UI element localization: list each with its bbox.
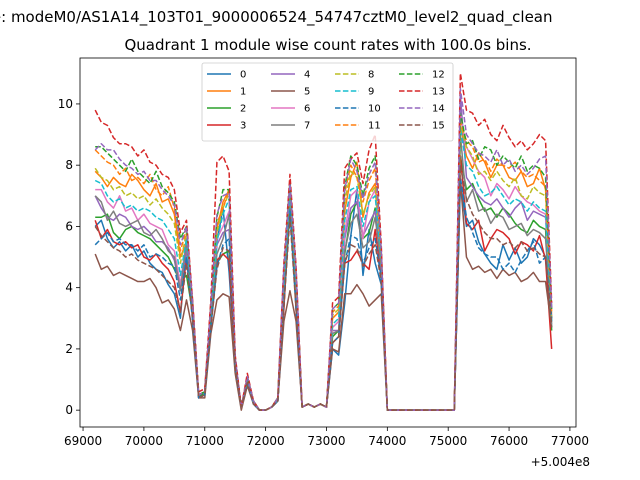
x-tick-label: 77000 bbox=[551, 434, 589, 448]
legend-label-2: 2 bbox=[240, 104, 246, 115]
y-tick-label: 4 bbox=[65, 281, 73, 295]
plot-frame bbox=[79, 57, 577, 428]
legend-label-12: 12 bbox=[432, 70, 445, 81]
y-tick-label: 8 bbox=[65, 158, 73, 172]
y-tick-label: 2 bbox=[65, 342, 73, 356]
series-line-10 bbox=[94, 176, 553, 411]
axes: 69000 70000 71000 72000 73000 74000 75000 76000… bbox=[58, 57, 589, 448]
x-tick-label: 70000 bbox=[125, 434, 163, 448]
x-tick-label: 71000 bbox=[186, 434, 224, 448]
legend-label-0: 0 bbox=[240, 70, 246, 81]
x-tick-label: 75000 bbox=[429, 434, 467, 448]
legend-box bbox=[201, 62, 454, 142]
y-tick-label: 10 bbox=[58, 97, 73, 111]
legend-label-11: 11 bbox=[368, 121, 381, 132]
legend-label-5: 5 bbox=[304, 87, 310, 98]
series-layer bbox=[94, 72, 553, 411]
y-tick-label: 6 bbox=[65, 219, 73, 233]
legend-label-8: 8 bbox=[368, 70, 374, 81]
x-tick-label: 76000 bbox=[490, 434, 528, 448]
legend-label-7: 7 bbox=[304, 121, 310, 132]
y-tick-label: 0 bbox=[65, 403, 73, 417]
x-tick-label: 72000 bbox=[247, 434, 285, 448]
legend-label-3: 3 bbox=[240, 121, 246, 132]
series-line-15 bbox=[94, 164, 553, 411]
legend-label-15: 15 bbox=[432, 121, 445, 132]
x-tick-label: 69000 bbox=[64, 434, 102, 448]
legend-label-13: 13 bbox=[432, 87, 445, 98]
x-tick-label: 74000 bbox=[368, 434, 406, 448]
series-line-13 bbox=[94, 72, 553, 411]
legend-label-9: 9 bbox=[368, 87, 374, 98]
chart-title: Quadrant 1 module wise count rates with … bbox=[124, 36, 531, 54]
series-line-9 bbox=[94, 127, 553, 411]
x-tick-label: 73000 bbox=[307, 434, 345, 448]
legend-label-14: 14 bbox=[432, 104, 445, 115]
legend-label-6: 6 bbox=[304, 104, 310, 115]
legend-label-4: 4 bbox=[304, 70, 310, 81]
chart-suptitle: n file: modeM0/AS1A14_103T01_9000006524_… bbox=[0, 8, 553, 27]
legend-label-1: 1 bbox=[240, 87, 246, 98]
legend-label-10: 10 bbox=[368, 104, 381, 115]
x-offset-label: +5.004e8 bbox=[531, 455, 590, 469]
series-line-12 bbox=[95, 112, 553, 411]
